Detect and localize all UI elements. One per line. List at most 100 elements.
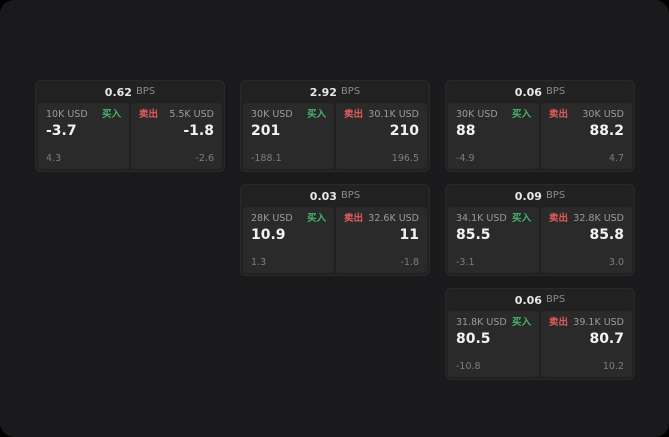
sell-size: 39.1K USD	[573, 317, 624, 328]
bps-unit-label: BPS	[135, 86, 156, 97]
spread-header: 0.03 BPS	[241, 185, 429, 207]
buy-delta: -4.9	[456, 152, 475, 164]
spread-header: 0.09 BPS	[446, 185, 634, 207]
buy-tag[interactable]: 买入	[511, 213, 531, 224]
buy-panel[interactable]: 28K USD 买入 10.9 1.3	[243, 207, 334, 273]
buy-panel-top: 30K USD 买入	[456, 110, 531, 120]
buy-panel[interactable]: 10K USD 买入 -3.7 4.3	[38, 103, 129, 169]
spread-value: 0.62	[104, 85, 132, 99]
sell-size: 30K USD	[582, 109, 624, 120]
buy-price: 85.5	[456, 226, 491, 243]
spread-header: 0.06 BPS	[446, 289, 634, 311]
sell-panel-top: 卖出 39.1K USD	[549, 318, 624, 328]
spread-header: 0.62 BPS	[36, 81, 224, 103]
sell-panel-top: 卖出 30.1K USD	[344, 110, 419, 120]
buy-tag[interactable]: 买入	[511, 317, 531, 328]
quote-card: 0.62 BPS 10K USD 买入 -3.7 4.3 卖出 5.5K USD	[35, 80, 225, 172]
bps-unit-label: BPS	[545, 86, 566, 97]
sell-panel[interactable]: 卖出 30.1K USD 210 196.5	[336, 103, 427, 169]
quote-panels: 28K USD 买入 10.9 1.3 卖出 32.6K USD 11 -1.8	[241, 207, 429, 275]
buy-size: 31.8K USD	[456, 317, 507, 328]
sell-tag[interactable]: 卖出	[344, 213, 364, 224]
buy-panel[interactable]: 30K USD 买入 201 -188.1	[243, 103, 334, 169]
quote-card: 0.06 BPS 31.8K USD 买入 80.5 -10.8 卖出 39.1…	[445, 288, 635, 380]
buy-delta: -3.1	[456, 256, 475, 268]
quote-panels: 10K USD 买入 -3.7 4.3 卖出 5.5K USD -1.8 -2.…	[36, 103, 224, 171]
sell-panel-top: 卖出 30K USD	[549, 110, 624, 120]
spread-value: 2.92	[309, 85, 337, 99]
bps-unit-label: BPS	[340, 86, 361, 97]
sell-price: 80.7	[589, 330, 624, 347]
sell-delta: 4.7	[608, 152, 624, 164]
quote-panels: 30K USD 买入 88 -4.9 卖出 30K USD 88.2 4.7	[446, 103, 634, 171]
buy-tag[interactable]: 买入	[101, 109, 121, 120]
sell-panel-top: 卖出 32.8K USD	[549, 214, 624, 224]
buy-delta: 4.3	[46, 152, 62, 164]
spread-value: 0.09	[514, 189, 542, 203]
sell-panel-top: 卖出 5.5K USD	[139, 110, 214, 120]
quote-card: 2.92 BPS 30K USD 买入 201 -188.1 卖出 30.1K …	[240, 80, 430, 172]
spread-value: 0.06	[514, 293, 542, 307]
sell-size: 32.6K USD	[368, 213, 419, 224]
buy-tag[interactable]: 买入	[306, 109, 326, 120]
buy-panel-top: 31.8K USD 买入	[456, 318, 531, 328]
spread-value: 0.06	[514, 85, 542, 99]
sell-panel[interactable]: 卖出 5.5K USD -1.8 -2.6	[131, 103, 222, 169]
buy-price: 201	[251, 122, 281, 139]
bps-unit-label: BPS	[545, 190, 566, 201]
sell-delta: 196.5	[391, 152, 419, 164]
quote-panels: 30K USD 买入 201 -188.1 卖出 30.1K USD 210 1…	[241, 103, 429, 171]
sell-panel[interactable]: 卖出 39.1K USD 80.7 10.2	[541, 311, 632, 377]
buy-delta: 1.3	[251, 256, 267, 268]
quote-card: 0.06 BPS 30K USD 买入 88 -4.9 卖出 30K USD	[445, 80, 635, 172]
sell-panel-top: 卖出 32.6K USD	[344, 214, 419, 224]
buy-tag[interactable]: 买入	[306, 213, 326, 224]
buy-tag[interactable]: 买入	[511, 109, 531, 120]
sell-size: 30.1K USD	[368, 109, 419, 120]
buy-size: 30K USD	[251, 109, 293, 120]
sell-price: 11	[399, 226, 419, 243]
buy-size: 30K USD	[456, 109, 498, 120]
buy-panel[interactable]: 31.8K USD 买入 80.5 -10.8	[448, 311, 539, 377]
buy-panel-top: 30K USD 买入	[251, 110, 326, 120]
sell-price: 88.2	[589, 122, 624, 139]
sell-tag[interactable]: 卖出	[549, 109, 569, 120]
quote-grid: 0.62 BPS 10K USD 买入 -3.7 4.3 卖出 5.5K USD	[35, 80, 635, 380]
buy-panel[interactable]: 30K USD 买入 88 -4.9	[448, 103, 539, 169]
buy-panel[interactable]: 34.1K USD 买入 85.5 -3.1	[448, 207, 539, 273]
sell-tag[interactable]: 卖出	[549, 213, 569, 224]
sell-panel[interactable]: 卖出 32.8K USD 85.8 3.0	[541, 207, 632, 273]
sell-tag[interactable]: 卖出	[139, 109, 159, 120]
sell-size: 5.5K USD	[169, 109, 214, 120]
sell-tag[interactable]: 卖出	[344, 109, 364, 120]
sell-size: 32.8K USD	[573, 213, 624, 224]
sell-panel[interactable]: 卖出 32.6K USD 11 -1.8	[336, 207, 427, 273]
sell-price: -1.8	[183, 122, 214, 139]
sell-delta: 3.0	[608, 256, 624, 268]
bps-unit-label: BPS	[545, 294, 566, 305]
buy-delta: -188.1	[251, 152, 282, 164]
sell-delta: 10.2	[602, 360, 624, 372]
quote-panels: 31.8K USD 买入 80.5 -10.8 卖出 39.1K USD 80.…	[446, 311, 634, 379]
buy-size: 10K USD	[46, 109, 88, 120]
sell-price: 210	[389, 122, 419, 139]
sell-delta: -2.6	[195, 152, 214, 164]
sell-delta: -1.8	[400, 256, 419, 268]
spread-value: 0.03	[309, 189, 337, 203]
buy-delta: -10.8	[456, 360, 481, 372]
buy-panel-top: 34.1K USD 买入	[456, 214, 531, 224]
buy-size: 34.1K USD	[456, 213, 507, 224]
buy-panel-top: 10K USD 买入	[46, 110, 121, 120]
bps-unit-label: BPS	[340, 190, 361, 201]
quote-card: 0.03 BPS 28K USD 买入 10.9 1.3 卖出 32.6K US…	[240, 184, 430, 276]
sell-panel[interactable]: 卖出 30K USD 88.2 4.7	[541, 103, 632, 169]
quote-panels: 34.1K USD 买入 85.5 -3.1 卖出 32.8K USD 85.8…	[446, 207, 634, 275]
spread-header: 0.06 BPS	[446, 81, 634, 103]
buy-price: -3.7	[46, 122, 77, 139]
sell-tag[interactable]: 卖出	[549, 317, 569, 328]
buy-price: 88	[456, 122, 476, 139]
buy-size: 28K USD	[251, 213, 293, 224]
buy-price: 10.9	[251, 226, 286, 243]
buy-panel-top: 28K USD 买入	[251, 214, 326, 224]
